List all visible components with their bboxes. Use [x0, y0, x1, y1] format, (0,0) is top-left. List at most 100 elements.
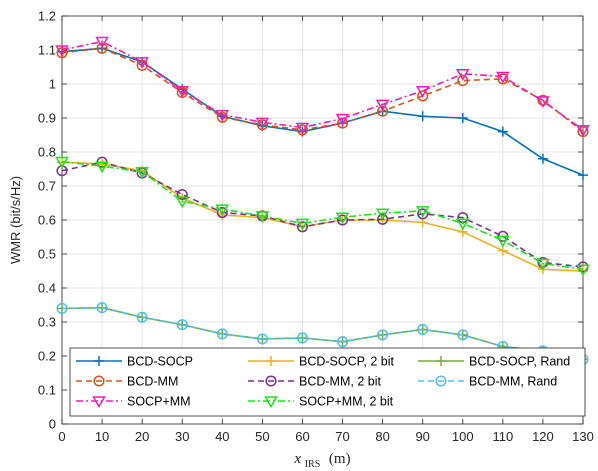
- legend-marker: [266, 356, 276, 366]
- data-point: [215, 109, 230, 122]
- data-point: [497, 73, 509, 85]
- data-point: [417, 111, 428, 122]
- y-tick-label: 0: [49, 417, 56, 432]
- x-axis-label-main: x: [293, 451, 301, 467]
- data-point: [375, 99, 390, 112]
- legend-label: BCD-MM: [127, 375, 178, 389]
- legend-marker: [93, 375, 105, 387]
- data-point: [457, 329, 469, 341]
- x-tick-label: 120: [532, 429, 554, 444]
- y-tick-label: 0.2: [38, 349, 56, 364]
- data-point: [497, 126, 508, 137]
- y-tick-label: 1: [49, 77, 56, 92]
- data-point: [256, 333, 268, 345]
- y-tick-label: 0.7: [38, 179, 56, 194]
- data-point: [215, 204, 230, 217]
- data-point: [536, 96, 550, 108]
- data-point: [95, 36, 109, 49]
- legend-label: SOCP+MM: [127, 395, 191, 409]
- x-tick-label: 110: [492, 429, 513, 444]
- data-point: [295, 218, 310, 231]
- legend-label: BCD-SOCP: [127, 355, 193, 369]
- legend-entry: BCD-SOCP, 2 bit: [248, 355, 394, 369]
- data-point: [536, 258, 550, 271]
- data-point: [216, 328, 228, 340]
- data-point: [417, 323, 429, 336]
- series-line: [61, 160, 584, 271]
- legend-box: [69, 347, 586, 417]
- x-tick-label: 40: [215, 429, 229, 444]
- data-point: [56, 302, 68, 314]
- series-line: [61, 306, 584, 361]
- y-tick-label: 0.8: [38, 145, 56, 160]
- data-point: [55, 45, 69, 57]
- legend-label: BCD-MM, 2 bit: [299, 375, 381, 389]
- data-point: [496, 71, 510, 84]
- x-tick-label: 0: [58, 429, 65, 444]
- data-point: [216, 111, 228, 123]
- data-point: [415, 206, 430, 218]
- y-tick-label: 0.9: [38, 111, 56, 126]
- y-tick-label: 1.2: [38, 9, 56, 24]
- data-point: [96, 42, 108, 54]
- data-point: [335, 113, 350, 126]
- data-point: [537, 256, 549, 269]
- series-5: [55, 156, 590, 277]
- legend-marker: [435, 375, 447, 387]
- data-point: [255, 117, 270, 130]
- legend-label: BCD-SOCP, 2 bit: [299, 355, 394, 369]
- y-tick-label: 0.6: [38, 213, 56, 228]
- x-tick-label: 70: [335, 429, 349, 444]
- data-point: [55, 156, 69, 169]
- legend-label: BCD-SOCP, Rand: [469, 355, 570, 369]
- x-tick-label: 130: [572, 429, 594, 444]
- data-point: [96, 302, 108, 314]
- data-point: [537, 153, 548, 164]
- legend-entry: SOCP+MM, 2 bit: [248, 395, 394, 409]
- data-point: [336, 214, 349, 226]
- legend-entry: BCD-SOCP: [76, 355, 193, 369]
- data-point: [175, 86, 190, 98]
- x-tick-label: 100: [452, 429, 474, 444]
- data-point: [576, 264, 590, 277]
- y-tick-label: 0.4: [38, 281, 56, 296]
- data-point: [375, 208, 390, 221]
- x-tick-label: 60: [295, 429, 309, 444]
- y-tick-label: 0.3: [38, 315, 56, 330]
- legend-entry: BCD-MM: [76, 375, 178, 389]
- legend-entry: BCD-SOCP, Rand: [418, 355, 570, 369]
- legend-marker: [94, 356, 104, 366]
- data-point: [377, 329, 389, 341]
- y-tick-label: 1.1: [38, 43, 56, 58]
- x-tick-label: 20: [135, 429, 149, 444]
- series-7: [56, 302, 589, 365]
- data-point: [578, 170, 588, 181]
- x-axis-label-sub: IRS: [305, 459, 321, 470]
- x-tick-label: 90: [415, 429, 429, 444]
- data-point: [377, 213, 389, 225]
- legend: BCD-SOCP BCD-MM SOCP+MM BCD-SOCP, 2 bit BCD-…: [69, 347, 586, 417]
- legend-marker: [436, 356, 446, 366]
- y-tick-labels: 0 0.1 0.2 0.3 0.4 0.5 0.6 0.7 0.8 0.9 1 1.1 1.2: [38, 9, 56, 432]
- legend-marker: [264, 396, 278, 408]
- legend-label: SOCP+MM, 2 bit: [299, 395, 394, 409]
- data-point: [135, 166, 149, 179]
- x-tick-label: 50: [255, 429, 269, 444]
- data-point: [135, 57, 149, 69]
- data-point: [415, 86, 430, 98]
- data-point: [496, 235, 510, 248]
- data-point: [256, 119, 268, 131]
- data-point: [455, 218, 470, 231]
- x-axis-label-unit: (m): [329, 451, 351, 467]
- y-tick-label: 0.1: [38, 383, 56, 398]
- data-point: [296, 221, 309, 233]
- legend-entry: BCD-MM, 2 bit: [248, 375, 381, 389]
- x-tick-label: 10: [95, 429, 109, 444]
- x-axis-label: x IRS (m): [293, 451, 350, 470]
- data-point: [255, 211, 270, 223]
- axis-ticks: [61, 15, 584, 425]
- data-point: [56, 47, 68, 59]
- data-point: [136, 311, 148, 323]
- legend-marker: [265, 375, 277, 387]
